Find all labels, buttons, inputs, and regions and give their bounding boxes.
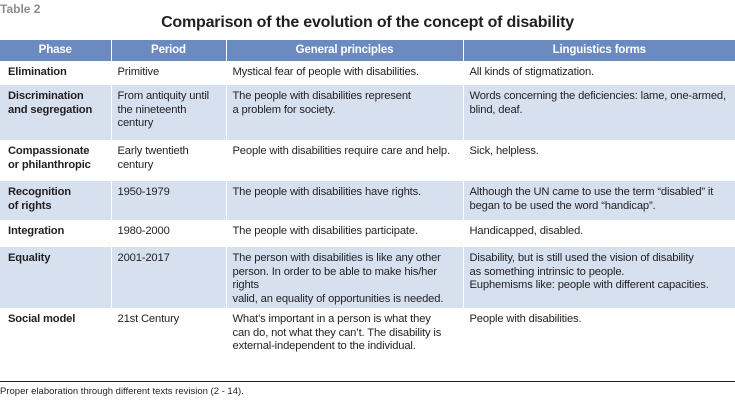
cell-line: and segregation	[8, 103, 93, 116]
cell-line: People with disabilities.	[469, 313, 582, 325]
cell-line: 2001-2017	[117, 252, 170, 264]
cell-line: Integration	[8, 225, 65, 237]
phase-cell: Compassionate or philanthropic	[0, 140, 111, 181]
cell-line: Mystical fear of people with disabilitie…	[232, 66, 420, 78]
column-header-period: Period	[110, 40, 226, 61]
column-header-general-principles: General principles	[225, 40, 463, 61]
table-row: Recognition of rights 1950-1979 The peopl…	[0, 181, 735, 220]
column-header-phase: Phase	[0, 40, 111, 61]
cell-line: 1950-1979	[117, 186, 170, 198]
period-cell: Primitive	[110, 61, 226, 85]
cell-line: Compassionate	[8, 145, 90, 157]
linguistics-cell: People with disabilities.	[462, 308, 735, 374]
principles-cell: The person with disabilities is like any…	[225, 247, 463, 308]
cell-line: The people with disabilities represent	[232, 90, 412, 102]
table-row: Discrimination and segregation From antiq…	[0, 85, 735, 140]
cell-line: of rights	[8, 199, 52, 212]
cell-line: a problem for society.	[232, 103, 336, 116]
table-footnote: Proper elaboration through different tex…	[0, 386, 244, 397]
table-row: Integration 1980-2000 The people with di…	[0, 220, 735, 247]
phase-cell: Elimination	[0, 61, 111, 85]
table-bottom-rule	[0, 381, 735, 382]
phase-cell: Equality	[0, 247, 111, 308]
cell-line: From antiquity until	[117, 90, 210, 102]
column-header-linguistics-forms: Linguistics forms	[462, 40, 735, 61]
linguistics-cell: Handicapped, disabled.	[462, 220, 735, 247]
period-cell: Early twentieth century	[110, 140, 226, 181]
phase-cell: Recognition of rights	[0, 181, 111, 220]
cell-line: Sick, helpless.	[469, 145, 539, 157]
cell-line: the nineteenth	[117, 103, 187, 116]
cell-line: 21st Century	[117, 313, 180, 325]
principles-cell: People with disabilities require care an…	[225, 140, 463, 181]
cell-line: valid, an equality of opportunities is n…	[232, 292, 444, 305]
cell-line: Handicapped, disabled.	[469, 225, 584, 237]
cell-line: The people with disabilities participate…	[232, 225, 419, 237]
cell-line: People with disabilities require care an…	[232, 145, 451, 157]
linguistics-cell: Words concerning the deficiencies: lame,…	[462, 85, 735, 140]
table-row: Social model 21st Century What’s importa…	[0, 308, 735, 374]
principles-cell: The people with disabilities participate…	[225, 220, 463, 247]
linguistics-cell: Disability, but is still used the vision…	[462, 247, 735, 308]
cell-line: person. In order to be able to make his/…	[232, 265, 438, 292]
cell-line: century	[117, 158, 154, 171]
cell-line: The people with disabilities have rights…	[232, 186, 422, 198]
cell-line: Discrimination	[8, 90, 84, 102]
cell-line: can do, not what they can’t. The disabil…	[232, 326, 442, 339]
period-cell: 21st Century	[110, 308, 226, 374]
principles-cell: Mystical fear of people with disabilitie…	[225, 61, 463, 85]
cell-line: Elimination	[8, 66, 67, 78]
period-cell: 1950-1979	[110, 181, 226, 220]
table-title: Comparison of the evolution of the conce…	[161, 14, 574, 31]
cell-line: or philanthropic	[8, 158, 91, 171]
cell-line: century	[117, 117, 154, 130]
cell-line: Early twentieth	[117, 145, 189, 157]
comparison-table: Phase Period General principles Linguist…	[0, 40, 735, 374]
cell-line: blind, deaf.	[469, 103, 523, 116]
table-row: Compassionate or philanthropic Early twen…	[0, 140, 735, 181]
table-row: Elimination Primitive Mystical fear of p…	[0, 61, 735, 85]
cell-line: Euphemisms like: people with different c…	[469, 279, 709, 292]
header-row: Phase Period General principles Linguist…	[0, 40, 735, 61]
principles-cell: What’s important in a person is what the…	[225, 308, 463, 374]
cell-line: Although the UN came to use the term “di…	[469, 186, 714, 198]
cell-line: Words concerning the deficiencies: lame,…	[469, 90, 727, 102]
principles-cell: The people with disabilities represent a …	[225, 85, 463, 140]
phase-cell: Social model	[0, 308, 111, 374]
cell-line: began to be used the word “handicap”.	[469, 199, 656, 212]
phase-cell: Discrimination and segregation	[0, 85, 111, 140]
cell-line: Recognition	[8, 186, 71, 198]
cell-line: Disability, but is still used the vision…	[469, 252, 694, 264]
table-row: Equality 2001-2017 The person with disab…	[0, 247, 735, 308]
cell-line: All kinds of stigmatization.	[469, 66, 595, 78]
linguistics-cell: Although the UN came to use the term “di…	[462, 181, 735, 220]
linguistics-cell: All kinds of stigmatization.	[462, 61, 735, 85]
phase-cell: Integration	[0, 220, 111, 247]
period-cell: From antiquity until the nineteenth centur…	[110, 85, 226, 140]
cell-line: Primitive	[117, 66, 160, 78]
cell-line: The person with disabilities is like any…	[232, 252, 441, 264]
cell-line: Equality	[8, 252, 51, 264]
period-cell: 1980-2000	[110, 220, 226, 247]
table-label: Table 2	[0, 2, 41, 16]
principles-cell: The people with disabilities have rights…	[225, 181, 463, 220]
linguistics-cell: Sick, helpless.	[462, 140, 735, 181]
cell-line: as something intrinsic to people.	[469, 265, 625, 278]
cell-line: 1980-2000	[117, 225, 170, 237]
cell-line: What’s important in a person is what the…	[232, 313, 431, 325]
cell-line: Social model	[8, 313, 76, 325]
cell-line: external-independent to the individual.	[232, 340, 416, 353]
period-cell: 2001-2017	[110, 247, 226, 308]
